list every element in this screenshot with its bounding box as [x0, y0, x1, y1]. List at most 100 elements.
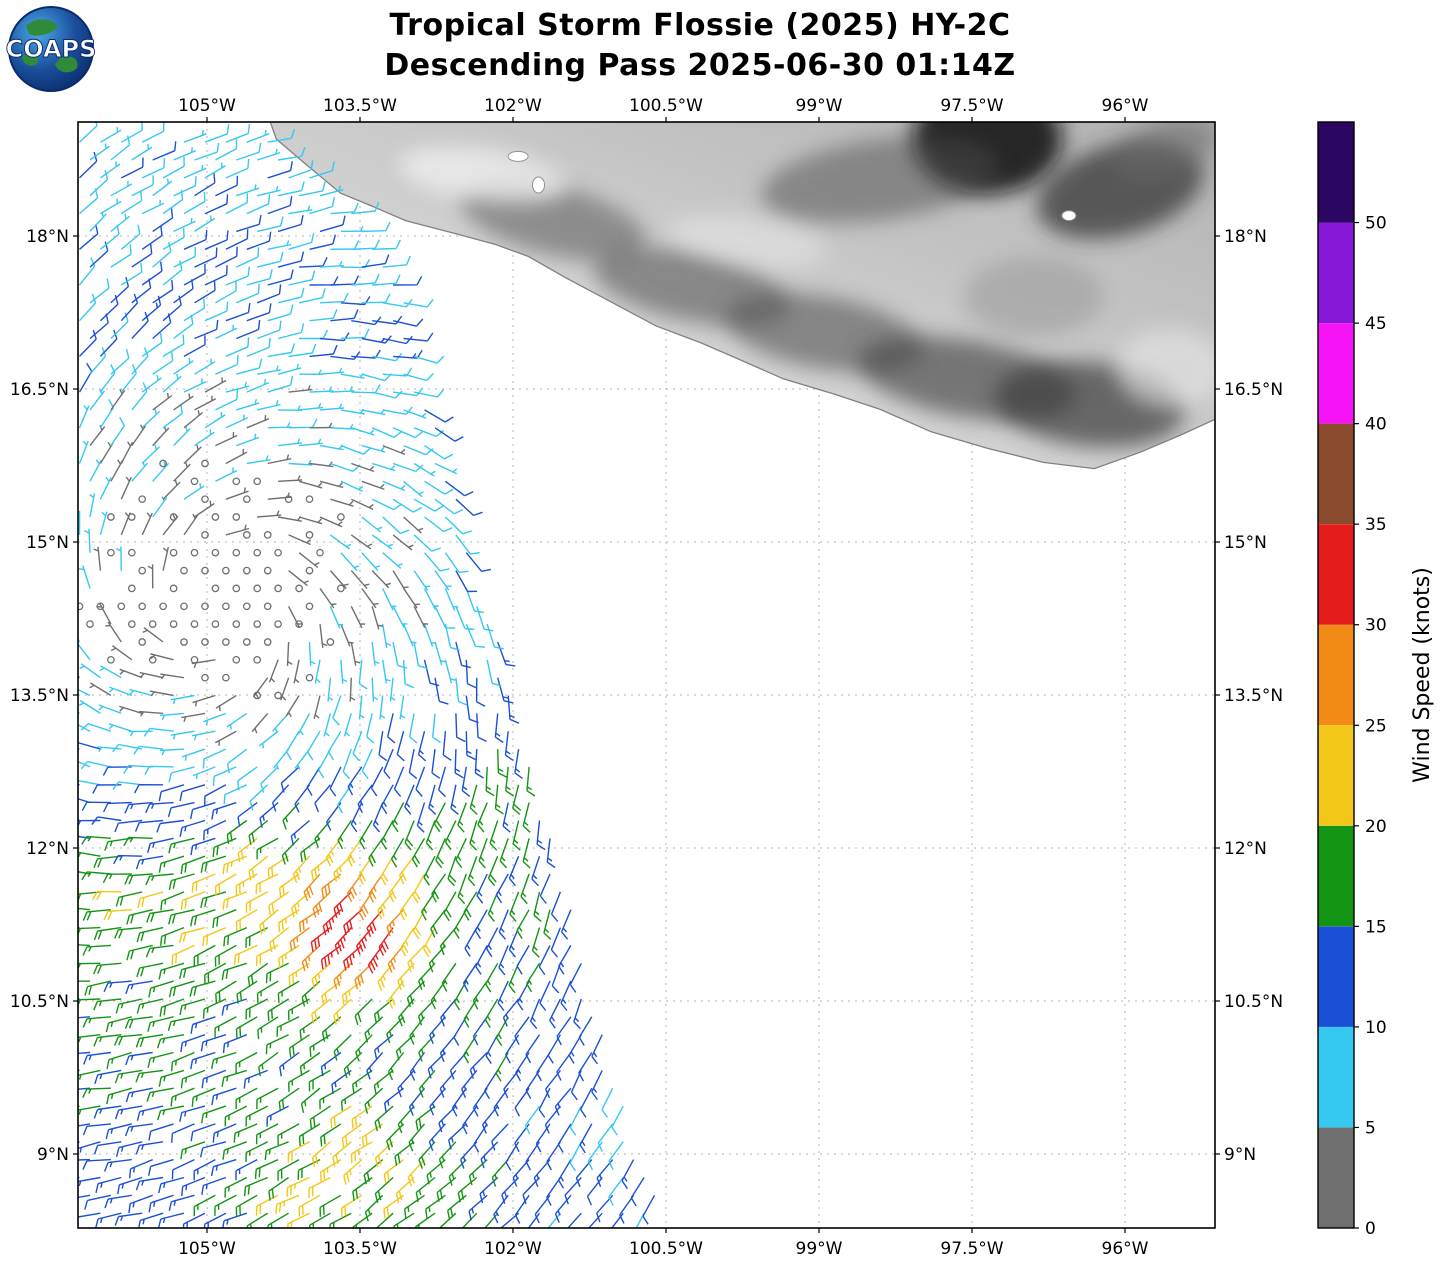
wind-barb	[235, 1158, 258, 1181]
calm-circle	[242, 638, 251, 646]
calm-circle	[253, 620, 262, 628]
wind-barb	[406, 980, 425, 1008]
terrain-blob	[668, 214, 827, 268]
wind-barb	[347, 766, 363, 796]
wind-barb	[78, 741, 101, 750]
x-tick-label-bottom: 105°W	[178, 1239, 236, 1259]
wind-barb	[361, 516, 383, 533]
wind-barb	[403, 298, 434, 308]
wind-barb	[368, 837, 384, 867]
wind-barb	[78, 1105, 101, 1115]
wind-barb	[455, 677, 468, 706]
wind-barb	[286, 641, 293, 666]
map-frame	[77, 121, 1216, 1229]
wind-barb	[146, 909, 174, 923]
wind-barb	[225, 303, 251, 322]
wind-barb	[630, 1177, 645, 1207]
wind-barb	[543, 909, 552, 940]
wind-barb	[309, 1105, 331, 1129]
colorbar-tick-label: 50	[1365, 214, 1387, 234]
wind-barb	[204, 784, 227, 806]
wind-barb	[423, 552, 450, 572]
wind-barb	[311, 998, 331, 1024]
wind-barb	[464, 927, 478, 957]
wind-barb	[183, 230, 208, 250]
wind-barb	[190, 1051, 216, 1070]
wind-barb	[443, 891, 457, 922]
wind-barb	[294, 784, 311, 813]
wind-barb	[319, 292, 349, 304]
wind-barb	[255, 1123, 279, 1145]
wind-barb	[455, 498, 483, 517]
wind-barb	[182, 1212, 206, 1228]
wind-barb	[110, 416, 125, 446]
wind-barb	[179, 784, 206, 802]
wind-barb	[474, 749, 484, 779]
wind-barb	[277, 323, 305, 340]
wind-barb	[84, 1194, 112, 1210]
wind-barb	[277, 363, 302, 375]
wind-barb	[92, 890, 122, 901]
wind-barb	[288, 1069, 310, 1092]
wind-barb	[291, 891, 310, 918]
wind-barb	[266, 1105, 289, 1127]
wind-barb	[135, 1069, 164, 1083]
wind-barb	[351, 427, 375, 436]
wind-barb	[404, 1194, 425, 1219]
wind-barb	[286, 1176, 310, 1197]
wind-barb	[89, 346, 107, 375]
wind-barb	[392, 427, 424, 439]
wind-barb	[257, 400, 281, 411]
wind-barb	[393, 1212, 415, 1228]
wind-barb	[361, 587, 379, 609]
wind-barb	[352, 1069, 373, 1094]
y-tick-label-right: 13.5°N	[1224, 686, 1283, 706]
wind-barb	[383, 1159, 405, 1184]
wind-barb	[204, 962, 227, 985]
wind-barb	[190, 837, 216, 856]
calm-circle	[274, 691, 282, 700]
wind-barb	[529, 998, 541, 1029]
wind-barb	[413, 641, 428, 670]
wind-barb	[330, 202, 359, 215]
colorbar-tick-label: 5	[1365, 1118, 1376, 1138]
x-tick-label-top: 103.5°W	[323, 96, 397, 116]
wind-barb	[99, 398, 115, 429]
wind-barb	[173, 426, 191, 447]
calm-circle	[337, 513, 345, 521]
wind-barb	[81, 835, 111, 845]
wind-barb	[538, 1087, 551, 1118]
wind-barb	[374, 1176, 394, 1203]
wind-barb	[332, 1141, 352, 1167]
wind-barb	[468, 1159, 488, 1186]
wind-barb	[100, 198, 122, 215]
wind-barb	[124, 1016, 153, 1029]
wind-barb	[351, 462, 375, 473]
wind-barb	[215, 354, 239, 375]
wind-barb	[141, 226, 163, 250]
wind-barb	[611, 1105, 624, 1136]
colorbar-bin	[1318, 825, 1354, 927]
wind-barb	[183, 410, 204, 429]
wind-barb	[361, 254, 390, 268]
wind-barb	[162, 546, 169, 571]
wind-barb	[214, 730, 237, 746]
wind-barb	[139, 710, 164, 717]
wind-barb	[495, 873, 509, 904]
wind-barb	[78, 675, 80, 679]
wind-barb	[115, 1141, 143, 1157]
wind-barb	[444, 480, 474, 497]
wind-barb	[173, 217, 196, 233]
wind-barb	[321, 980, 342, 1006]
calm-circle	[305, 566, 314, 575]
wind-barb	[125, 1051, 153, 1066]
wind-barb	[319, 260, 344, 268]
wind-barb	[395, 1176, 415, 1203]
calm-circle	[201, 531, 209, 539]
wind-barb	[152, 280, 174, 304]
wind-barb	[78, 699, 101, 714]
wind-barb	[436, 1176, 457, 1202]
wind-barb	[380, 855, 394, 886]
wind-barb	[350, 1141, 373, 1164]
wind-barb	[424, 445, 454, 460]
